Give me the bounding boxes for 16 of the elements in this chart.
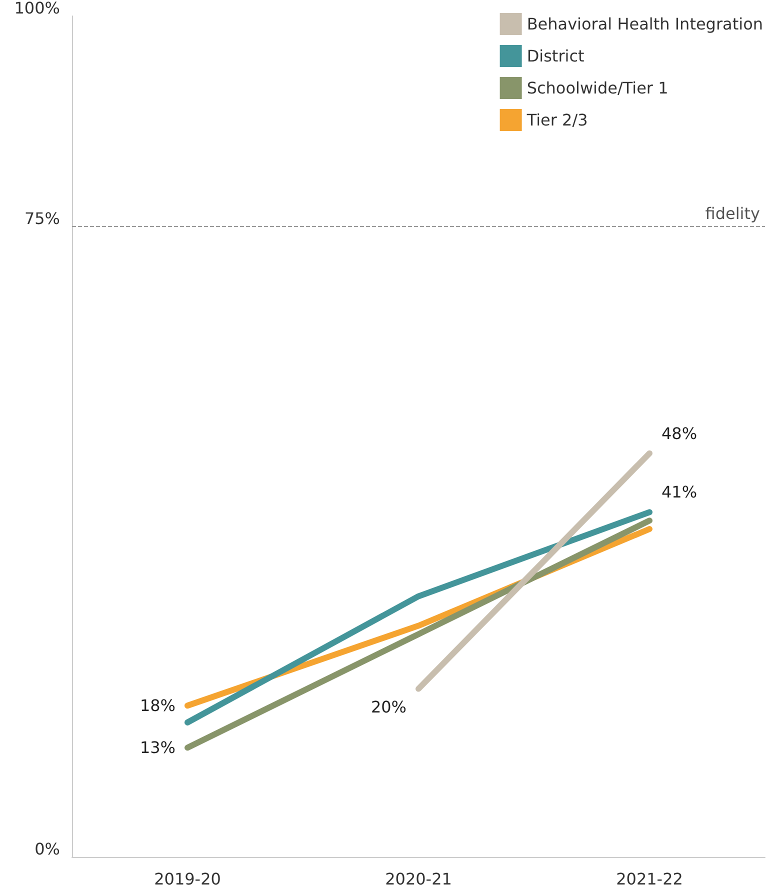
y-tick-label: 100% — [14, 0, 60, 18]
data-label: 20% — [370, 697, 406, 716]
data-label: 48% — [662, 424, 698, 443]
data-label: 41% — [662, 482, 698, 502]
y-tick-label: 0% — [34, 840, 60, 858]
data-label: 13% — [140, 738, 176, 758]
x-tick-label: 2019-20 — [154, 870, 221, 888]
data-label: 18% — [140, 696, 176, 716]
legend-label: Behavioral Health Integration — [526, 14, 763, 34]
x-tick-label: 2020-21 — [385, 870, 452, 888]
y-tick-label: 75% — [24, 208, 60, 228]
legend-label: Tier 2/3 — [526, 110, 588, 130]
legend-label: District — [526, 46, 584, 66]
legend-label: Schoolwide/Tier 1 — [526, 78, 668, 98]
x-tick-label: 2021-22 — [616, 870, 683, 888]
ref-line-label: fidelity — [705, 204, 760, 223]
